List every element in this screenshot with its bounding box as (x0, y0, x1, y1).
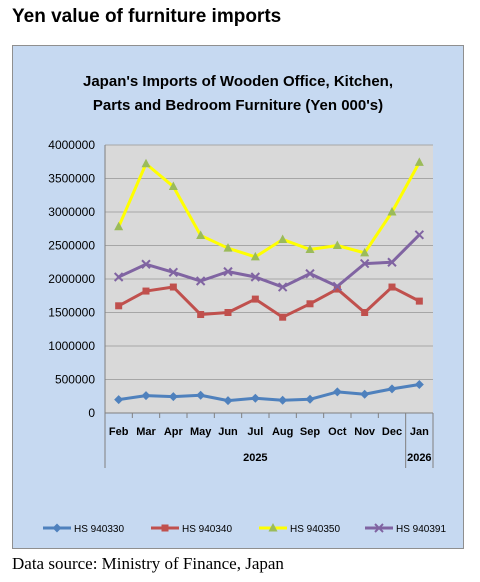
y-tick-label: 4000000 (48, 138, 95, 152)
year-label: 2025 (243, 452, 267, 464)
series-4-point (250, 272, 261, 282)
series-1-point (278, 395, 288, 405)
series-2-point (415, 297, 423, 305)
series-4-point (168, 267, 179, 278)
y-tick-label: 1500000 (48, 306, 95, 320)
x-tick-label: May (190, 426, 212, 438)
series-4-point (305, 268, 315, 279)
series-1-point (168, 392, 178, 402)
legend-marker-1 (52, 523, 62, 533)
legend-label-2: HS 940340 (182, 524, 232, 535)
series-2-point (279, 313, 287, 321)
line-chart: Japan's Imports of Wooden Office, Kitche… (43, 73, 446, 535)
series-2-point (197, 311, 205, 319)
x-tick-label: Apr (164, 426, 184, 438)
x-tick-label: Feb (109, 426, 129, 438)
year-label: 2026 (407, 452, 431, 464)
series-1-point (387, 384, 397, 394)
series-1-point (360, 389, 370, 399)
x-tick-label: Mar (136, 426, 156, 438)
series-3-point (305, 244, 315, 254)
series-line-4 (118, 233, 421, 289)
series-1-point (223, 396, 233, 406)
series-4-point (113, 272, 124, 282)
series-1-point (305, 394, 315, 404)
series-3-point (414, 157, 424, 166)
plot-layer: 0 500000 1000000 1500000 2000000 2500000 30000… (43, 138, 446, 535)
x-tick-label: Nov (354, 426, 376, 438)
series-2-point (388, 283, 396, 291)
series-1-point (114, 395, 124, 405)
series-4-point (332, 281, 343, 292)
series-1-point (250, 393, 260, 403)
x-tick-label: Sep (300, 426, 320, 438)
legend-label-4: HS 940391 (396, 524, 446, 535)
series-3-point (141, 158, 151, 168)
series-4-point (141, 259, 151, 269)
series-3-point (360, 247, 370, 257)
series-4-point (223, 266, 233, 277)
x-tick-label: Jun (218, 426, 238, 438)
x-tick-label: Dec (382, 426, 402, 438)
y-tick-label: 2500000 (48, 239, 95, 253)
series-2-point (251, 295, 259, 303)
y-tick-label: 3500000 (48, 172, 95, 186)
series-line-3 (117, 161, 421, 259)
x-tick-label: Aug (272, 426, 293, 438)
series-4-point (195, 276, 206, 286)
series-2-point (333, 285, 341, 293)
chart-title-line-2: Parts and Bedroom Furniture (Yen 000's) (93, 97, 383, 114)
series-3-point (114, 221, 124, 231)
series-1-point (332, 387, 342, 397)
series-1-point (196, 390, 206, 400)
series-4-point (277, 282, 288, 292)
series-1-point (141, 391, 151, 401)
y-tick-label: 500000 (55, 373, 95, 387)
series-2-point (361, 309, 369, 316)
y-tick-label: 1000000 (48, 339, 95, 353)
legend-label-3: HS 940350 (290, 524, 340, 535)
series-3-point (250, 251, 260, 261)
legend-marker-4 (374, 523, 384, 533)
series-3-point (196, 230, 206, 239)
series-2-point (115, 302, 123, 310)
series-3-point (387, 207, 397, 216)
series-line-2 (117, 285, 421, 319)
x-tick-label: Jul (247, 426, 263, 438)
chart-panel: Japan's Imports of Wooden Office, Kitche… (12, 45, 464, 549)
page-title: Yen value of furniture imports (12, 6, 282, 27)
series-3-point (278, 234, 288, 243)
y-tick-label: 0 (88, 406, 95, 420)
data-source-note: Data source: Ministry of Finance, Japan (12, 554, 284, 573)
series-4-point (359, 258, 370, 269)
series-1-point (414, 380, 424, 390)
series-line-1 (118, 383, 420, 403)
series-2-point (169, 283, 177, 291)
x-tick-label: Jan (410, 426, 429, 438)
y-tick-label: 2000000 (48, 272, 95, 286)
x-tick-label: Oct (328, 426, 347, 438)
legend-marker-3 (268, 523, 278, 532)
chart-title-line-1: Japan's Imports of Wooden Office, Kitche… (83, 73, 393, 90)
legend-label-1: HS 940330 (74, 524, 124, 535)
series-2-point (142, 287, 150, 295)
y-tick-label: 3000000 (48, 205, 95, 219)
legend-marker-2 (161, 524, 169, 532)
series-4-point (414, 230, 425, 240)
series-2-point (306, 300, 314, 308)
series-3-point (332, 240, 342, 249)
series-2-point (224, 309, 232, 316)
series-3-point (223, 243, 233, 252)
series-4-point (387, 257, 397, 267)
series-3-point (168, 181, 178, 191)
